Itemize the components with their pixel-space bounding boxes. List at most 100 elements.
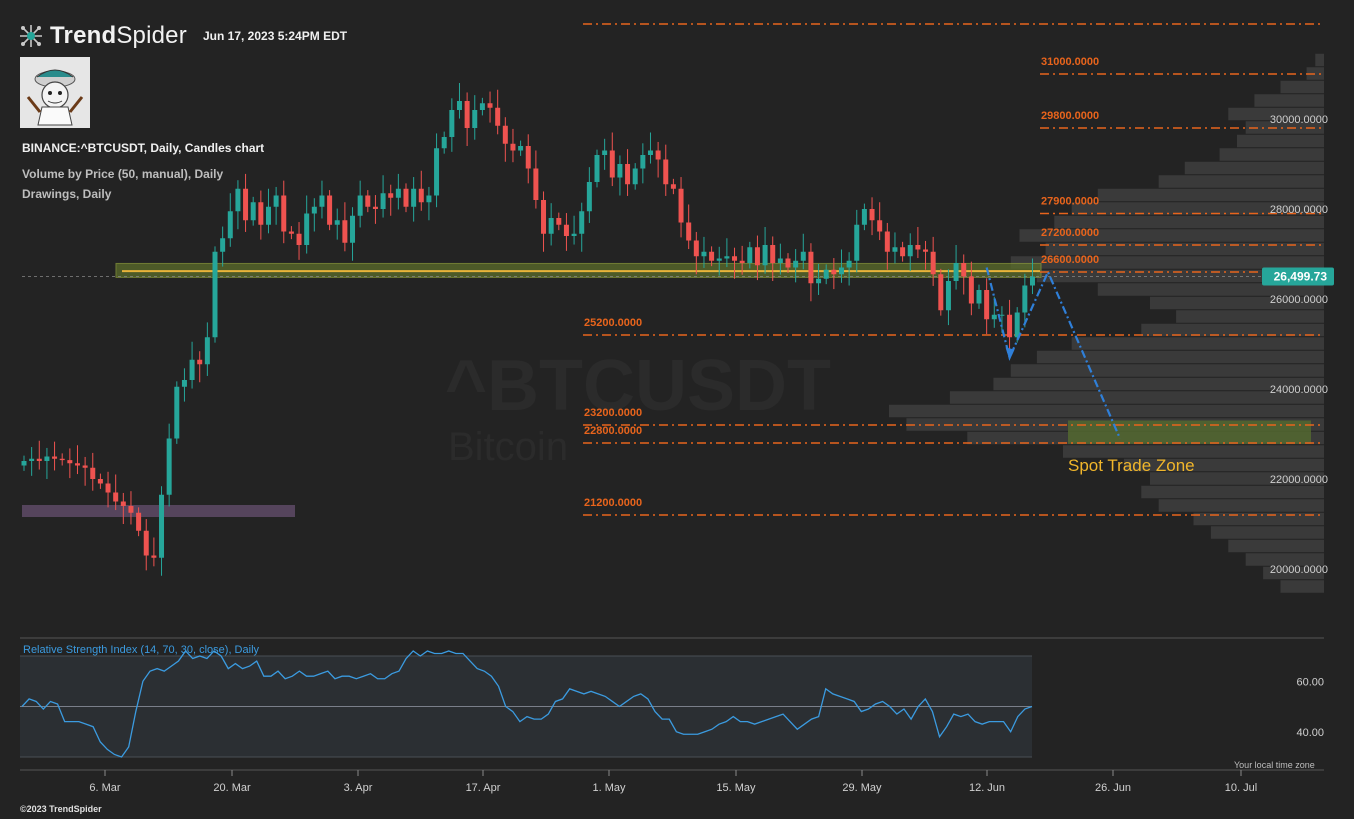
candle-body	[479, 103, 485, 110]
candle-body	[945, 281, 951, 311]
candle-body	[265, 206, 271, 225]
vbp-bar	[1280, 580, 1324, 593]
candle-body	[693, 240, 699, 257]
candle-body	[143, 530, 149, 556]
vbp-bar	[1141, 323, 1324, 337]
y-tick-label: 28000.0000	[1270, 204, 1328, 216]
candle-body	[556, 218, 562, 225]
candle-body	[533, 168, 539, 200]
vbp-bar	[1019, 229, 1324, 242]
vbp-bar	[1254, 94, 1324, 107]
candle-body	[663, 159, 669, 185]
candle-body	[1029, 276, 1035, 286]
candle-body	[90, 467, 96, 479]
candle-body	[976, 290, 982, 304]
candle-body	[747, 247, 753, 263]
vbp-bar	[1280, 80, 1324, 94]
candle-body	[250, 202, 256, 221]
candle-body	[220, 238, 226, 252]
watermark-symbol: ^BTCUSDT	[445, 346, 831, 426]
candle-body	[518, 146, 524, 151]
candle-body	[838, 267, 844, 275]
vbp-bar	[1123, 458, 1324, 472]
rsi-tick-label: 40.00	[1296, 727, 1324, 739]
candle-body	[319, 195, 325, 207]
candle-body	[1022, 285, 1028, 313]
candle-body	[288, 231, 294, 234]
candle-body	[709, 251, 715, 261]
candle-body	[113, 492, 119, 502]
candle-body	[449, 110, 455, 137]
candle-body	[777, 258, 783, 263]
brand-name-light: Spider	[116, 22, 187, 49]
vbp-bar	[1315, 53, 1324, 67]
candle-body	[426, 195, 432, 203]
vbp-bar	[1228, 539, 1324, 553]
vbp-bar	[993, 377, 1324, 391]
candle-body	[296, 233, 302, 245]
candle-body	[961, 263, 967, 277]
rsi-line	[21, 649, 1033, 758]
x-tick-label: 26. Jun	[1095, 782, 1131, 794]
candle-body	[403, 188, 409, 207]
candle-body	[243, 188, 249, 221]
x-tick-label: 1. May	[592, 782, 626, 794]
vbp-bar	[1176, 310, 1324, 323]
spider-logo-icon	[20, 25, 42, 47]
indicator-drawings[interactable]: Drawings, Daily	[22, 187, 112, 201]
vbp-bar	[1158, 499, 1324, 512]
vbp-bar	[1063, 445, 1324, 458]
last-price-label: 26,499.73	[1274, 270, 1328, 284]
vbp-bar	[1245, 553, 1324, 566]
candle-body	[418, 188, 424, 203]
vbp-bar	[1097, 283, 1324, 296]
candle-body	[617, 164, 623, 178]
candle-body	[823, 269, 829, 279]
candle-body	[938, 274, 944, 311]
vbp-bar	[1306, 67, 1324, 80]
watermark-subtitle: Bitcoin	[448, 425, 568, 469]
vbp-bar	[1219, 148, 1324, 161]
candle-body	[999, 314, 1005, 316]
candle-body	[968, 276, 974, 304]
level-label: 27200.0000	[1041, 227, 1099, 239]
indicator-volume-by-price[interactable]: Volume by Price (50, manual), Daily	[22, 167, 224, 181]
candle-body	[357, 195, 363, 216]
y-tick-label: 20000.0000	[1270, 564, 1328, 576]
candle-body	[632, 168, 638, 185]
y-tick-label: 26000.0000	[1270, 294, 1328, 306]
candle-body	[510, 143, 516, 151]
candle-body	[59, 458, 65, 461]
candle-body	[754, 247, 760, 266]
candle-body	[808, 251, 814, 284]
x-tick-label: 17. Apr	[466, 782, 501, 794]
vbp-bar	[1245, 121, 1324, 134]
x-tick-label: 29. May	[842, 782, 882, 794]
candle-body	[678, 188, 684, 223]
x-tick-label: 10. Jul	[1225, 782, 1257, 794]
candle-body	[732, 256, 738, 261]
spot-trade-zone-label: Spot Trade Zone	[1068, 456, 1195, 475]
rsi-panel: Relative Strength Index (14, 70, 30, clo…	[20, 644, 1324, 758]
vbp-bar	[1010, 364, 1324, 377]
vbp-bar	[1228, 107, 1324, 121]
x-tick-label: 12. Jun	[969, 782, 1005, 794]
candle-body	[128, 506, 134, 513]
candle-body	[281, 195, 287, 232]
candle-body	[212, 251, 218, 338]
candle-body	[334, 220, 340, 225]
vbp-bar	[1237, 134, 1324, 148]
level-label: 25200.0000	[584, 317, 642, 329]
candle-body	[311, 206, 317, 214]
copyright: ©2023 TrendSpider	[20, 804, 102, 814]
candle-body	[304, 213, 310, 245]
candle-body	[327, 195, 333, 225]
candle-body	[686, 222, 692, 241]
candle-body	[82, 465, 88, 468]
level-label: 31000.0000	[1041, 56, 1099, 68]
level-label: 21200.0000	[584, 497, 642, 509]
candle-body	[571, 233, 577, 236]
candle-body	[816, 278, 822, 284]
